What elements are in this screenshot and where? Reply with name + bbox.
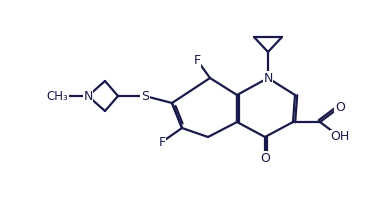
Text: F: F — [159, 136, 165, 149]
Text: O: O — [260, 151, 270, 165]
Text: S: S — [141, 89, 149, 103]
Text: O: O — [335, 101, 345, 114]
Text: N: N — [83, 89, 93, 103]
Text: N: N — [263, 71, 273, 84]
Text: CH₃: CH₃ — [46, 89, 68, 103]
Text: OH: OH — [330, 130, 350, 144]
Text: F: F — [193, 54, 201, 67]
